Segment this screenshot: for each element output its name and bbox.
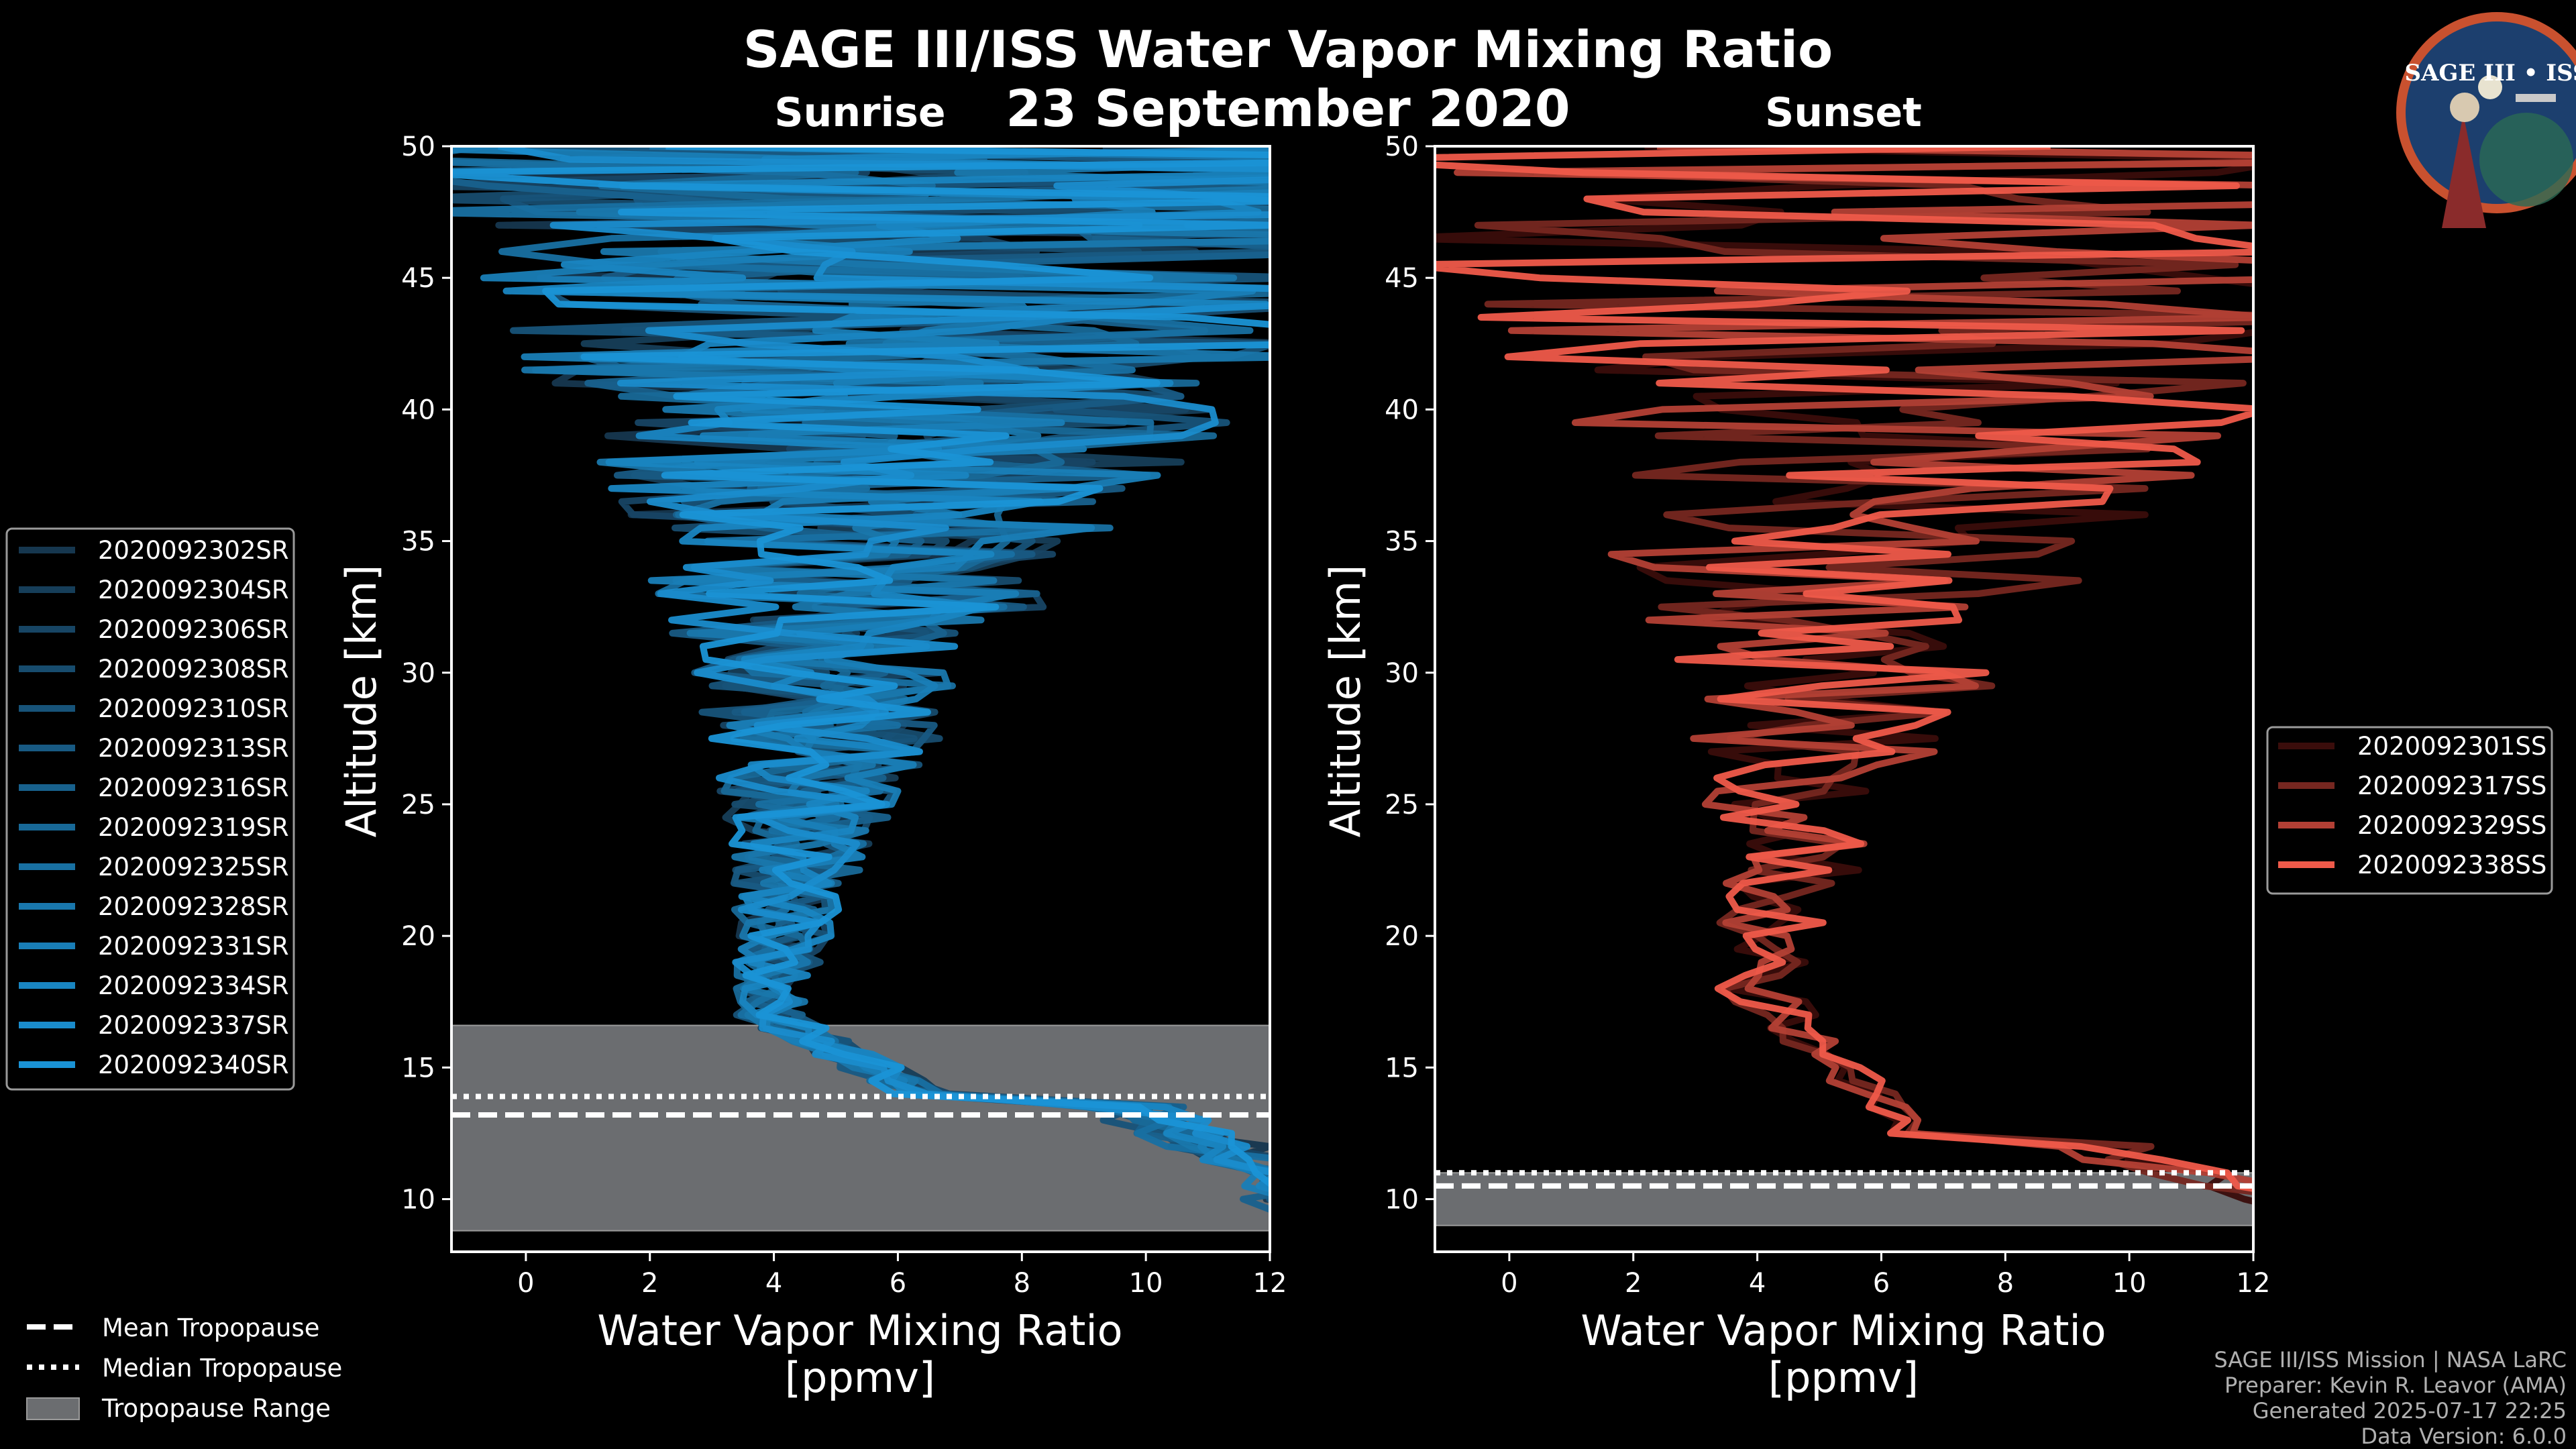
chart-title: SAGE III/ISS Water Vapor Mixing Ratio (743, 19, 1833, 79)
legend-label-2020092331SR: 2020092331SR (98, 932, 289, 961)
sunrise-legend: 2020092302SR 2020092304SR 2020092306SR 2020… (5, 527, 295, 1091)
y-tick-label: 30 (1385, 658, 1419, 689)
x-tick-label: 2 (1625, 1268, 1642, 1299)
sunset-xlabel-line1: Water Vapor Mixing Ratio (1580, 1306, 2106, 1355)
sunset-legend: 2020092301SS 2020092317SS 2020092329SS 2020… (2266, 726, 2553, 895)
y-tick-label: 25 (1385, 790, 1419, 820)
y-tick-label: 30 (401, 658, 435, 689)
credit-line-1: SAGE III/ISS Mission | NASA LaRC (2214, 1347, 2567, 1373)
legend-label-2020092301SS: 2020092301SS (2357, 732, 2546, 761)
moon-icon (2478, 75, 2502, 99)
credit-line-2: Preparer: Kevin R. Leavor (AMA) (2224, 1373, 2567, 1398)
sunset-panel: 0 2 4 6 8 10 12 10 15 20 25 30 35 40 45 50 (1385, 131, 2271, 1299)
logo-text: SAGE III • ISS (2404, 60, 2576, 87)
x-tick-label: 10 (2112, 1268, 2147, 1299)
tropopause-legend: Mean Tropopause Median Tropopause Tropop… (26, 1313, 342, 1423)
legend-label-2020092329SS: 2020092329SS (2357, 811, 2546, 840)
profile-lines (451, 146, 1270, 1214)
sunset-xlabel-line2: [ppmv] (1768, 1353, 1919, 1402)
x-tick-label: 6 (890, 1268, 906, 1299)
x-tick-label: 8 (1997, 1268, 2014, 1299)
plot-frame (450, 145, 1271, 1253)
x-tick-label: 2 (641, 1268, 658, 1299)
y-tick-label: 40 (401, 394, 435, 425)
y-tick-label: 10 (401, 1185, 435, 1216)
sunset-ylabel: Altitude [km] (1321, 565, 1370, 838)
y-tick-label: 35 (401, 527, 435, 557)
legend-label-2020092302SR: 2020092302SR (98, 536, 289, 565)
y-tick-label: 50 (401, 131, 435, 162)
y-tick-label: 35 (1385, 527, 1419, 557)
x-tick-label: 12 (1253, 1268, 1287, 1299)
sunset-subtitle: Sunset (1765, 89, 1922, 136)
legend-label-2020092325SR: 2020092325SR (98, 853, 289, 881)
y-tick-label: 20 (401, 921, 435, 952)
sunrise-panel: 0 2 4 6 8 10 12 10 15 20 25 30 35 40 45 50 (401, 131, 1287, 1299)
x-tick-label: 0 (1501, 1268, 1517, 1299)
legend-label-2020092328SR: 2020092328SR (98, 892, 289, 921)
profile-line-2020092337SR (498, 146, 1270, 1176)
legend-label-2020092308SR: 2020092308SR (98, 655, 289, 684)
profile-line-2020092340SR (451, 146, 1270, 1188)
profile-lines (1435, 146, 2253, 1205)
legend-label-2020092340SR: 2020092340SR (98, 1051, 289, 1079)
sunset-legend-frame (2266, 726, 2553, 895)
legend-label-2020092337SR: 2020092337SR (98, 1011, 289, 1040)
x-tick-label: 10 (1129, 1268, 1163, 1299)
earth-icon (2479, 113, 2573, 207)
y-tick-label: 15 (401, 1053, 435, 1083)
tropopause-range-label: Tropopause Range (101, 1394, 331, 1423)
legend-label-2020092338SS: 2020092338SS (2357, 851, 2546, 879)
mean-tropopause-label: Mean Tropopause (102, 1313, 320, 1342)
plot-frame (1434, 145, 2255, 1253)
x-tick-label: 6 (1873, 1268, 1890, 1299)
median-tropopause-label: Median Tropopause (102, 1354, 342, 1383)
sunrise-xlabel-line1: Water Vapor Mixing Ratio (597, 1306, 1122, 1355)
x-tick-label: 8 (1014, 1268, 1030, 1299)
y-tick-label: 10 (1385, 1185, 1419, 1216)
legend-label-2020092310SR: 2020092310SR (98, 694, 289, 723)
x-tick-label: 4 (1749, 1268, 1766, 1299)
wizard-figure-icon (2442, 114, 2486, 228)
x-tick-label: 4 (765, 1268, 782, 1299)
sunrise-xlabel-line2: [ppmv] (785, 1353, 935, 1402)
tropopause-range-swatch (26, 1397, 80, 1420)
sage-mission-logo: SAGE III • ISS (2396, 12, 2576, 228)
chart-date: 23 September 2020 (1006, 78, 1570, 138)
sunrise-subtitle: Sunrise (774, 89, 945, 136)
y-tick-label: 45 (401, 263, 435, 294)
y-tick-label: 40 (1385, 394, 1419, 425)
x-tick-label: 12 (2237, 1268, 2271, 1299)
wizard-head-icon (2450, 93, 2479, 122)
legend-label-2020092334SR: 2020092334SR (98, 971, 289, 1000)
y-tick-label: 45 (1385, 263, 1419, 294)
legend-label-2020092306SR: 2020092306SR (98, 615, 289, 644)
tropopause-range-band (1434, 1172, 2254, 1226)
legend-label-2020092313SR: 2020092313SR (98, 734, 289, 763)
legend-label-2020092319SR: 2020092319SR (98, 813, 289, 842)
credit-line-4: Data Version: 6.0.0 (2361, 1424, 2567, 1449)
profile-line-2020092338SS (1435, 146, 2253, 1192)
sunrise-ylabel: Altitude [km] (337, 565, 386, 838)
satellite-icon (2516, 94, 2556, 102)
x-tick-label: 0 (517, 1268, 534, 1299)
credit-line-3: Generated 2025-07-17 22:25 (2253, 1398, 2567, 1424)
y-tick-label: 50 (1385, 131, 1419, 162)
legend-label-2020092317SS: 2020092317SS (2357, 771, 2546, 800)
sunrise-legend-frame (5, 527, 295, 1091)
legend-label-2020092316SR: 2020092316SR (98, 773, 289, 802)
y-tick-label: 20 (1385, 921, 1419, 952)
y-tick-label: 15 (1385, 1053, 1419, 1083)
y-tick-label: 25 (401, 790, 435, 820)
legend-label-2020092304SR: 2020092304SR (98, 576, 289, 604)
